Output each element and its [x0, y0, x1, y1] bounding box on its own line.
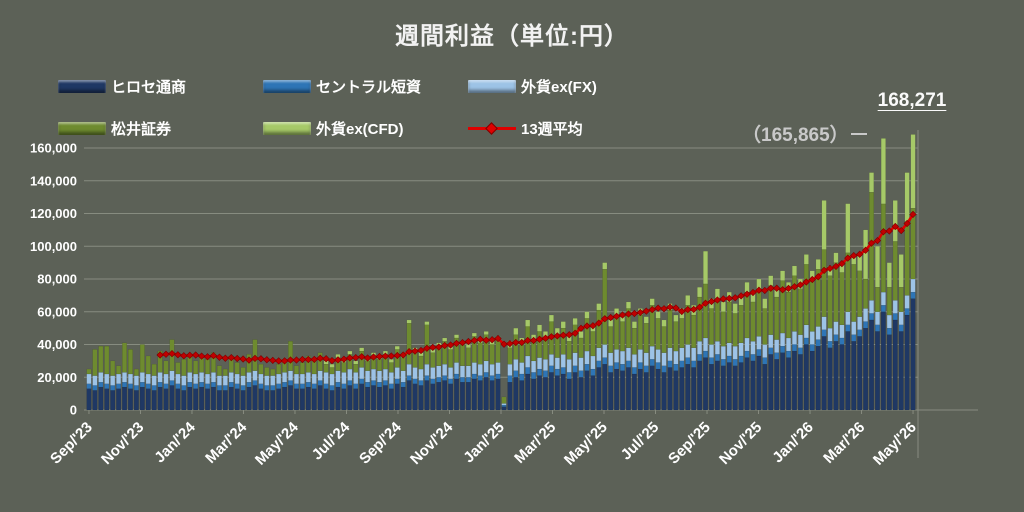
svg-text:60,000: 60,000 [37, 304, 77, 319]
svg-text:80,000: 80,000 [37, 272, 77, 287]
legend-swatch-matsui [58, 121, 106, 135]
svg-text:Jan/'25: Jan/'25 [460, 419, 508, 467]
svg-text:Mar/'26: Mar/'26 [820, 419, 868, 467]
svg-text:May/'25: May/'25 [561, 419, 611, 469]
legend-row-2: 松井証券 外貨ex(CFD) 13週平均 [58, 114, 718, 142]
svg-text:120,000: 120,000 [30, 206, 77, 221]
chart-legend: ヒロセ通商 セントラル短資 外貨ex(FX) 松井証券 外貨ex(CFD) 13週平均 [58, 72, 718, 156]
svg-text:May/'24: May/'24 [252, 418, 302, 468]
annotation-secondary-value: （165,865） [742, 125, 849, 146]
svg-text:Jan/'24: Jan/'24 [151, 418, 199, 466]
legend-row-1: ヒロセ通商 セントラル短資 外貨ex(FX) [58, 72, 718, 100]
svg-text:Mar/'24: Mar/'24 [202, 418, 251, 467]
y-axis-labels: 0 20,000 40,000 60,000 80,000 100,000 120,000 1… [30, 141, 77, 418]
svg-text:Jul/'25: Jul/'25 [618, 419, 663, 464]
legend-label-matsui: 松井証券 [111, 120, 172, 138]
svg-text:160,000: 160,000 [30, 141, 77, 156]
svg-text:140,000: 140,000 [30, 173, 77, 188]
legend-item-gaika-ex-fx: 外貨ex(FX) [468, 76, 673, 97]
svg-text:Jul/'24: Jul/'24 [309, 418, 354, 463]
legend-item-gaika-ex-cfd: 外貨ex(CFD) [263, 118, 468, 139]
legend-label-gaika-ex-fx: 外貨ex(FX) [521, 78, 597, 96]
legend-line-swatch [468, 121, 516, 135]
legend-label-central-tanshi: セントラル短資 [316, 78, 422, 96]
svg-text:20,000: 20,000 [37, 370, 77, 385]
svg-text:Nov/'25: Nov/'25 [716, 419, 765, 468]
legend-swatch-gaika-ex-cfd [263, 121, 311, 135]
legend-swatch-gaika-ex-fx [468, 79, 516, 93]
svg-text:Sep/'23: Sep/'23 [47, 419, 96, 468]
svg-text:Mar/'25: Mar/'25 [511, 419, 559, 467]
svg-text:Jan/'26: Jan/'26 [769, 419, 817, 467]
svg-text:100,000: 100,000 [30, 239, 77, 254]
average-line [156, 210, 917, 365]
svg-text:May/'26: May/'26 [870, 419, 920, 469]
legend-item-avg-13w: 13週平均 [468, 118, 673, 139]
legend-swatch-hirose [58, 79, 106, 93]
legend-item-matsui: 松井証券 [58, 118, 263, 139]
legend-item-hirose: ヒロセ通商 [58, 76, 263, 97]
annotation-secondary: （165,865） [742, 120, 867, 147]
annotation-leader-line [850, 132, 867, 135]
legend-label-avg-13w: 13週平均 [521, 120, 583, 138]
svg-text:40,000: 40,000 [37, 337, 77, 352]
svg-text:0: 0 [70, 403, 77, 418]
svg-text:Sep/'24: Sep/'24 [356, 418, 405, 467]
svg-text:Nov/'23: Nov/'23 [98, 419, 147, 468]
svg-text:Sep/'25: Sep/'25 [665, 419, 714, 468]
x-axis-labels: Sep/'23 Nov/'23 Jan/'24 Mar/'24 May/'24 Jul/'… [47, 410, 920, 469]
svg-text:Nov/'24: Nov/'24 [407, 418, 457, 468]
legend-label-hirose: ヒロセ通商 [111, 78, 187, 96]
legend-swatch-central-tanshi [263, 79, 311, 93]
chart-title: 週間利益（単位:円） [395, 23, 629, 50]
stacked-bars [86, 134, 916, 411]
legend-item-central-tanshi: セントラル短資 [263, 76, 468, 97]
legend-label-gaika-ex-cfd: 外貨ex(CFD) [316, 120, 404, 138]
annotation-latest-value: 168,271 [877, 90, 947, 111]
